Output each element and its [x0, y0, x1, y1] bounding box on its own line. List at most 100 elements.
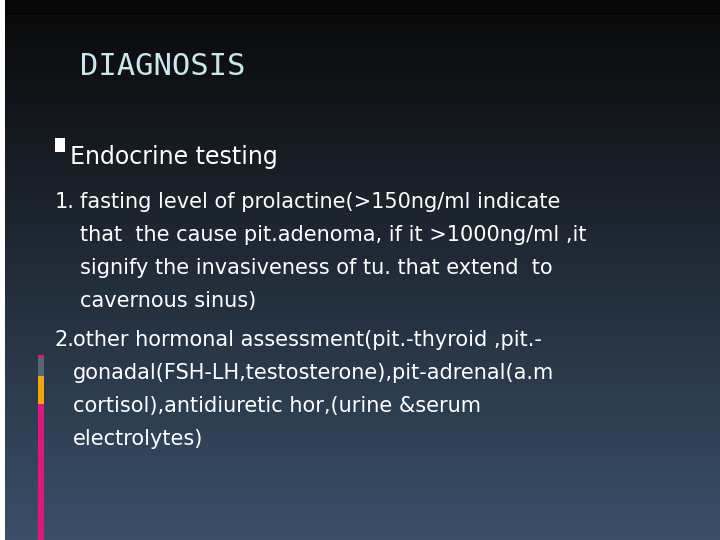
Bar: [0, 535, 720, 537]
Bar: [0, 92, 720, 94]
Bar: [0, 356, 720, 359]
Bar: [0, 211, 720, 213]
Bar: [0, 389, 720, 392]
Bar: [0, 346, 720, 348]
Bar: [0, 81, 720, 84]
Bar: [0, 448, 720, 451]
Bar: [38, 358, 44, 376]
Bar: [0, 57, 720, 59]
Bar: [0, 332, 720, 335]
Text: gonadal(FSH-LH,testosterone),pit-adrenal(a.m: gonadal(FSH-LH,testosterone),pit-adrenal…: [73, 363, 554, 383]
Bar: [0, 219, 720, 221]
Bar: [0, 262, 720, 265]
Bar: [0, 270, 720, 273]
Bar: [0, 78, 720, 81]
Bar: [0, 267, 720, 270]
Bar: [0, 176, 720, 178]
Bar: [0, 221, 720, 224]
Bar: [0, 321, 720, 324]
Bar: [55, 138, 65, 152]
Bar: [0, 16, 720, 19]
Bar: [38, 376, 44, 404]
Bar: [0, 310, 720, 313]
Bar: [0, 5, 720, 8]
Bar: [0, 227, 720, 229]
Bar: [0, 38, 720, 40]
Bar: [0, 148, 720, 151]
Bar: [0, 130, 720, 132]
Bar: [0, 154, 720, 157]
Text: electrolytes): electrolytes): [73, 429, 203, 449]
Bar: [0, 348, 720, 351]
Bar: [0, 386, 720, 389]
Bar: [0, 27, 720, 30]
Bar: [0, 132, 720, 135]
Bar: [0, 316, 720, 319]
Bar: [0, 289, 720, 292]
Bar: [0, 327, 720, 329]
Bar: [0, 51, 720, 54]
Bar: [0, 529, 720, 532]
Bar: [0, 367, 720, 370]
Bar: [0, 40, 720, 43]
Bar: [0, 0, 5, 540]
Bar: [0, 338, 720, 340]
Bar: [0, 335, 720, 338]
Bar: [0, 157, 720, 159]
Bar: [0, 410, 720, 413]
Bar: [0, 454, 720, 456]
Bar: [0, 35, 720, 38]
Bar: [0, 524, 720, 526]
Bar: [0, 68, 720, 70]
Bar: [0, 140, 720, 143]
Bar: [0, 213, 720, 216]
Bar: [0, 151, 720, 154]
Bar: [0, 381, 720, 383]
Bar: [0, 435, 720, 437]
Bar: [0, 62, 720, 65]
Bar: [0, 205, 720, 208]
Bar: [0, 443, 720, 445]
Bar: [0, 54, 720, 57]
Bar: [0, 313, 720, 316]
Bar: [0, 184, 720, 186]
Bar: [0, 446, 720, 448]
Bar: [0, 127, 720, 130]
Bar: [0, 394, 720, 397]
Bar: [0, 100, 720, 103]
Bar: [0, 364, 720, 367]
Bar: [0, 143, 720, 146]
Bar: [0, 413, 720, 416]
Bar: [0, 76, 720, 78]
Bar: [0, 300, 720, 302]
Bar: [0, 383, 720, 386]
Bar: [0, 165, 720, 167]
Bar: [0, 483, 720, 486]
Bar: [0, 459, 720, 462]
Text: cortisol),antidiuretic hor,(urine &serum: cortisol),antidiuretic hor,(urine &serum: [73, 396, 481, 416]
Bar: [0, 432, 720, 435]
Bar: [0, 122, 720, 124]
Bar: [0, 329, 720, 332]
Bar: [0, 259, 720, 262]
Bar: [0, 59, 720, 62]
Bar: [0, 167, 720, 170]
Bar: [0, 502, 720, 505]
Bar: [0, 11, 720, 14]
Bar: [0, 424, 720, 427]
Bar: [0, 478, 720, 481]
Bar: [0, 3, 720, 5]
Bar: [0, 359, 720, 362]
Bar: [0, 521, 720, 524]
Bar: [0, 508, 720, 510]
Bar: [0, 84, 720, 86]
Text: 2.: 2.: [55, 330, 75, 350]
Bar: [0, 208, 720, 211]
Bar: [0, 73, 720, 76]
Bar: [0, 146, 720, 148]
Bar: [0, 451, 720, 454]
Bar: [0, 416, 720, 418]
Bar: [0, 324, 720, 327]
Bar: [0, 351, 720, 354]
Bar: [0, 186, 720, 189]
